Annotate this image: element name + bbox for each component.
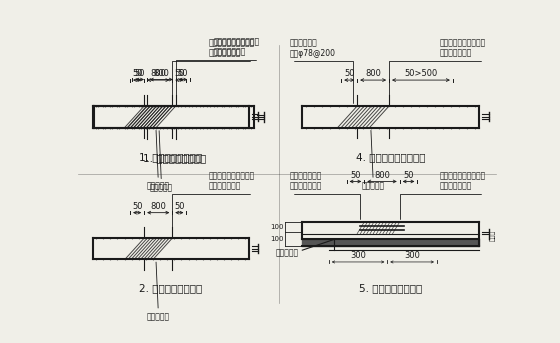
Text: 防水附加层: 防水附加层	[276, 248, 298, 257]
Text: 后浇带混凝土强度等级
高一个强度等级: 后浇带混凝土强度等级 高一个强度等级	[208, 38, 254, 58]
Text: 1. 墙体后浇带示意图: 1. 墙体后浇带示意图	[143, 153, 206, 163]
Text: 同屋面钢筋: 同屋面钢筋	[147, 312, 170, 321]
Text: 100: 100	[270, 224, 284, 230]
Text: 50: 50	[403, 170, 414, 179]
Text: 300: 300	[350, 251, 366, 260]
Text: 100: 100	[270, 236, 284, 242]
Text: 后浇带混凝土强度等级
高一个强度等级: 后浇带混凝土强度等级 高一个强度等级	[440, 171, 486, 191]
Text: 板面附加钢筋
双向φ78@200: 板面附加钢筋 双向φ78@200	[290, 38, 335, 58]
Text: 300: 300	[404, 251, 420, 260]
Text: 同墙体钢筋: 同墙体钢筋	[147, 181, 170, 191]
Text: 50: 50	[350, 170, 361, 179]
Text: 50: 50	[132, 69, 142, 78]
Text: 50: 50	[134, 69, 145, 78]
Text: 后浇带混凝土强度等级
高一个强度等级: 后浇带混凝土强度等级 高一个强度等级	[214, 37, 260, 57]
Text: 4. 楼板后浇带示意图二: 4. 楼板后浇带示意图二	[356, 152, 426, 162]
Text: 1. 墙体后浇带示意图: 1. 墙体后浇带示意图	[139, 152, 202, 162]
Text: 50: 50	[178, 69, 188, 78]
Text: 后浇带混凝土强度等级
高一个强度等级: 后浇带混凝土强度等级 高一个强度等级	[440, 38, 486, 58]
Text: 800: 800	[374, 170, 390, 179]
Text: 50>500: 50>500	[404, 69, 437, 78]
Text: 50: 50	[132, 202, 142, 211]
Text: 防水层: 防水层	[490, 230, 496, 241]
Text: 2. 屋面后浇带示意图: 2. 屋面后浇带示意图	[139, 283, 202, 293]
Text: 5. 底板后浇带示意图: 5. 底板后浇带示意图	[359, 283, 422, 293]
Text: 800: 800	[150, 69, 166, 78]
Text: 50: 50	[174, 202, 185, 211]
Text: 同板底钢筋: 同板底钢筋	[362, 181, 385, 191]
Text: 同墙体钢筋: 同墙体钢筋	[150, 183, 173, 192]
Text: 800: 800	[153, 69, 169, 78]
Text: 遇水膨胀止水条
混凝土设计说明: 遇水膨胀止水条 混凝土设计说明	[290, 171, 322, 191]
Text: 50: 50	[344, 69, 354, 78]
Text: 后浇带混凝土强度等级
高一个强度等级: 后浇带混凝土强度等级 高一个强度等级	[208, 171, 254, 191]
Text: 50: 50	[174, 69, 185, 78]
Text: 800: 800	[150, 202, 166, 211]
Text: 800: 800	[365, 69, 381, 78]
